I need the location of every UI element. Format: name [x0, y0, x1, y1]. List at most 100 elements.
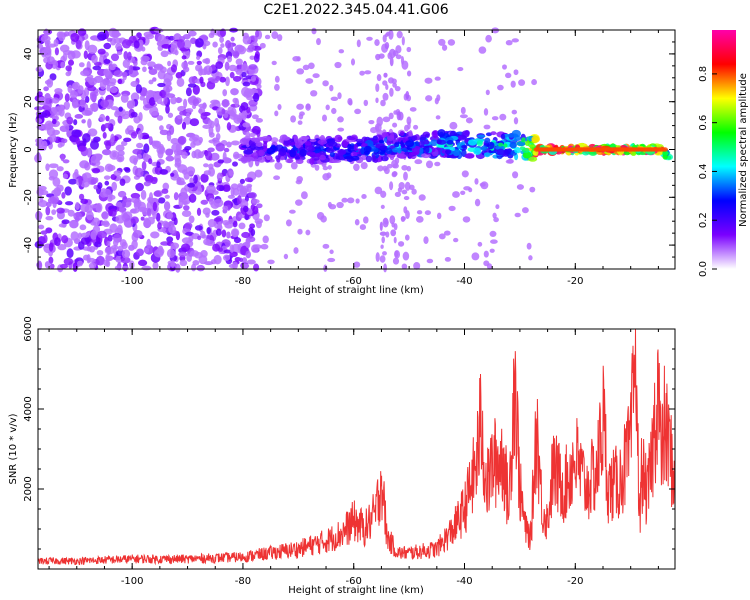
noise-cell — [260, 243, 269, 250]
noise-cell — [166, 236, 174, 243]
signal-cell — [278, 147, 287, 156]
noise-cell — [212, 243, 221, 252]
noise-cell — [426, 258, 434, 264]
noise-cell — [203, 66, 208, 76]
noise-cell — [123, 137, 132, 142]
noise-cell — [94, 241, 102, 248]
noise-cell — [152, 77, 157, 82]
noise-cell — [40, 230, 48, 235]
noise-cell — [115, 215, 125, 224]
noise-cell — [253, 263, 260, 272]
x-tick-label: -40 — [456, 576, 472, 587]
noise-cell — [129, 64, 134, 75]
signal-cell — [294, 141, 302, 149]
noise-cell — [92, 217, 100, 227]
noise-cell — [232, 220, 238, 228]
signal-cell — [329, 151, 335, 158]
noise-cell — [396, 111, 401, 121]
noise-cell — [64, 124, 70, 133]
noise-cell — [193, 149, 202, 159]
noise-cell — [83, 50, 88, 60]
noise-cell — [186, 253, 192, 262]
noise-cell — [185, 108, 194, 113]
noise-cell — [197, 235, 202, 241]
noise-cell — [137, 259, 148, 267]
noise-cell — [110, 174, 117, 180]
noise-cell — [296, 68, 305, 75]
noise-cell — [43, 86, 49, 92]
noise-cell — [387, 52, 393, 60]
noise-cell — [238, 222, 246, 230]
noise-cell — [221, 108, 226, 115]
noise-cell — [62, 173, 69, 179]
signal-cell — [257, 156, 266, 163]
noise-cell — [290, 161, 298, 170]
noise-cell — [135, 84, 143, 94]
noise-cell — [161, 43, 172, 49]
noise-cell — [331, 107, 337, 115]
noise-cell — [249, 223, 256, 229]
noise-cell — [436, 94, 441, 102]
noise-cell — [34, 106, 44, 111]
noise-cell — [90, 230, 98, 240]
noise-cell — [394, 85, 401, 92]
signal-cell — [408, 130, 413, 137]
noise-cell — [222, 205, 229, 211]
noise-cell — [142, 66, 147, 73]
noise-cell — [237, 45, 247, 55]
noise-cell — [219, 76, 227, 83]
noise-cell — [148, 192, 154, 202]
noise-cell — [57, 243, 67, 251]
noise-cell — [170, 172, 175, 177]
signal-cell — [304, 141, 312, 146]
noise-cell — [434, 76, 441, 81]
noise-cell — [133, 60, 138, 67]
noise-cell — [129, 197, 139, 203]
noise-cell — [516, 184, 524, 190]
noise-cell — [227, 55, 233, 63]
signal-cell — [411, 135, 418, 141]
noise-cell — [248, 132, 256, 138]
noise-cell — [360, 161, 368, 170]
noise-cell — [91, 54, 98, 64]
noise-cell — [202, 124, 212, 129]
noise-cell — [392, 122, 398, 128]
noise-cell — [101, 211, 109, 220]
noise-cell — [233, 237, 242, 244]
noise-cell — [36, 152, 42, 163]
noise-cell — [222, 156, 231, 164]
noise-cell — [184, 146, 192, 151]
noise-cell — [105, 140, 112, 150]
noise-cell — [406, 46, 412, 53]
noise-cell — [99, 80, 107, 90]
noise-cell — [191, 263, 197, 272]
noise-cell — [241, 71, 247, 78]
noise-cell — [382, 92, 389, 101]
noise-cell — [316, 38, 321, 46]
signal-cell — [299, 149, 308, 157]
noise-cell — [78, 175, 83, 186]
noise-cell — [48, 163, 59, 169]
noise-cell — [384, 33, 389, 38]
noise-cell — [137, 130, 143, 140]
signal-cell — [372, 135, 378, 141]
noise-cell — [156, 115, 164, 121]
noise-cell — [147, 90, 156, 97]
signal-cell — [363, 150, 370, 155]
noise-cell — [166, 212, 174, 220]
signal-cell — [490, 131, 497, 136]
noise-cell — [130, 99, 136, 109]
noise-cell — [187, 30, 197, 37]
noise-cell — [200, 112, 208, 120]
noise-cell — [130, 131, 137, 139]
noise-cell — [297, 120, 303, 125]
noise-cell — [386, 163, 393, 169]
noise-cell — [97, 182, 103, 190]
noise-cell — [274, 83, 280, 91]
noise-cell — [208, 167, 216, 177]
noise-cell — [61, 192, 66, 199]
noise-cell — [212, 41, 218, 48]
signal-cell — [327, 141, 338, 147]
signal-cell — [363, 145, 372, 153]
